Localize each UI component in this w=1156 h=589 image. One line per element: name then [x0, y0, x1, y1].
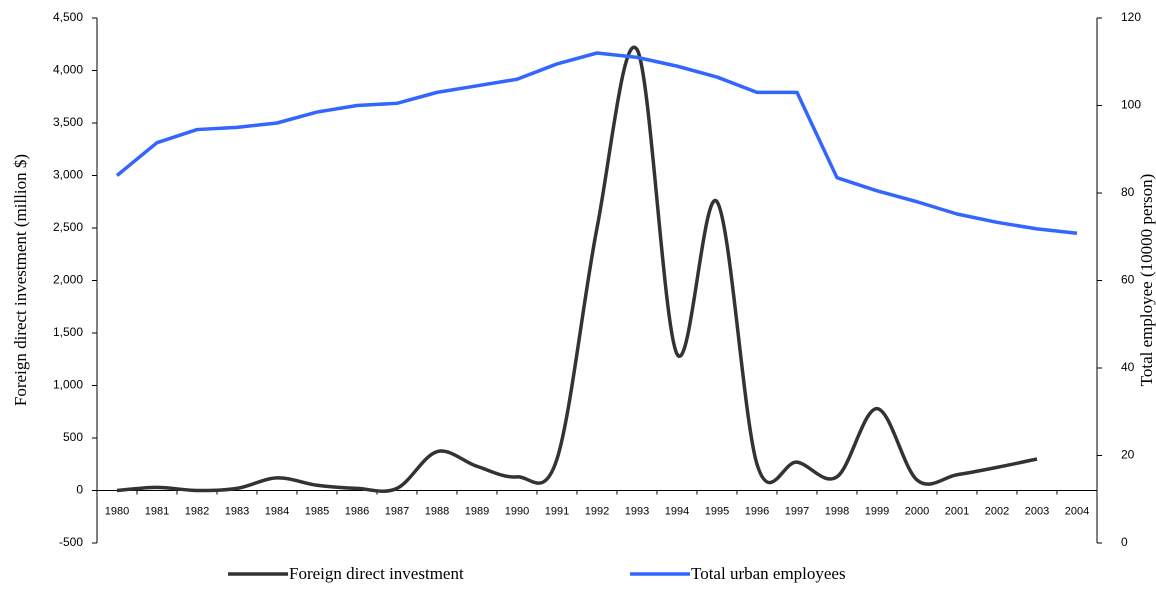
y2-axis-title: Total employee (10000 person)	[1137, 174, 1156, 387]
x-tick-label: 2000	[905, 505, 929, 517]
y-tick-label: 3,000	[53, 168, 83, 182]
y2-tick-label: 120	[1121, 10, 1141, 24]
x-tick-label: 2003	[1025, 505, 1049, 517]
y-tick-label: -500	[59, 535, 83, 549]
x-tick-label: 1986	[345, 505, 369, 517]
x-tick-label: 1982	[185, 505, 209, 517]
x-tick-label: 1991	[545, 505, 569, 517]
x-tick-label: 1993	[625, 505, 649, 517]
y2-tick-label: 0	[1121, 535, 1128, 549]
line-series	[116, 45, 1038, 493]
x-tick-label: 1999	[865, 505, 889, 517]
legend-label: Foreign direct investment	[289, 564, 464, 583]
x-tick-label: 1985	[305, 505, 329, 517]
y-tick-label: 1,500	[53, 325, 83, 339]
y-tick-label: 4,000	[53, 63, 83, 77]
x-tick-label: 1994	[665, 505, 689, 517]
y-tick-label: 4,500	[53, 10, 83, 24]
x-tick-label: 1980	[105, 505, 129, 517]
y2-tick-label: 60	[1121, 273, 1135, 287]
y-tick-label: 3,500	[53, 115, 83, 129]
x-tick-label: 1990	[505, 505, 529, 517]
legend-label: Total urban employees	[691, 564, 846, 583]
x-tick-label: 1992	[585, 505, 609, 517]
x-tick-label: 1998	[825, 505, 849, 517]
x-tick-label: 2004	[1065, 505, 1089, 517]
x-tick-label: 1996	[745, 505, 769, 517]
y2-tick-label: 40	[1121, 360, 1135, 374]
x-tick-label: 1983	[225, 505, 249, 517]
y-tick-label: 1,000	[53, 378, 83, 392]
line-series	[115, 51, 1078, 235]
y-tick-label: 500	[63, 430, 83, 444]
y2-tick-label: 80	[1121, 185, 1135, 199]
y-tick-label: 0	[76, 483, 83, 497]
x-tick-label: 2001	[945, 505, 969, 517]
y2-tick-label: 100	[1121, 98, 1141, 112]
y-tick-label: 2,000	[53, 273, 83, 287]
x-tick-label: 1987	[385, 505, 409, 517]
y2-tick-label: 20	[1121, 448, 1135, 462]
x-tick-label: 1997	[785, 505, 809, 517]
y-axis-title: Foreign direct investment (million $)	[11, 154, 30, 406]
x-tick-label: 1981	[145, 505, 169, 517]
x-tick-label: 1988	[425, 505, 449, 517]
x-tick-label: 1995	[705, 505, 729, 517]
y-tick-label: 2,500	[53, 220, 83, 234]
x-tick-label: 1989	[465, 505, 489, 517]
x-tick-label: 2002	[985, 505, 1009, 517]
x-tick-label: 1984	[265, 505, 289, 517]
